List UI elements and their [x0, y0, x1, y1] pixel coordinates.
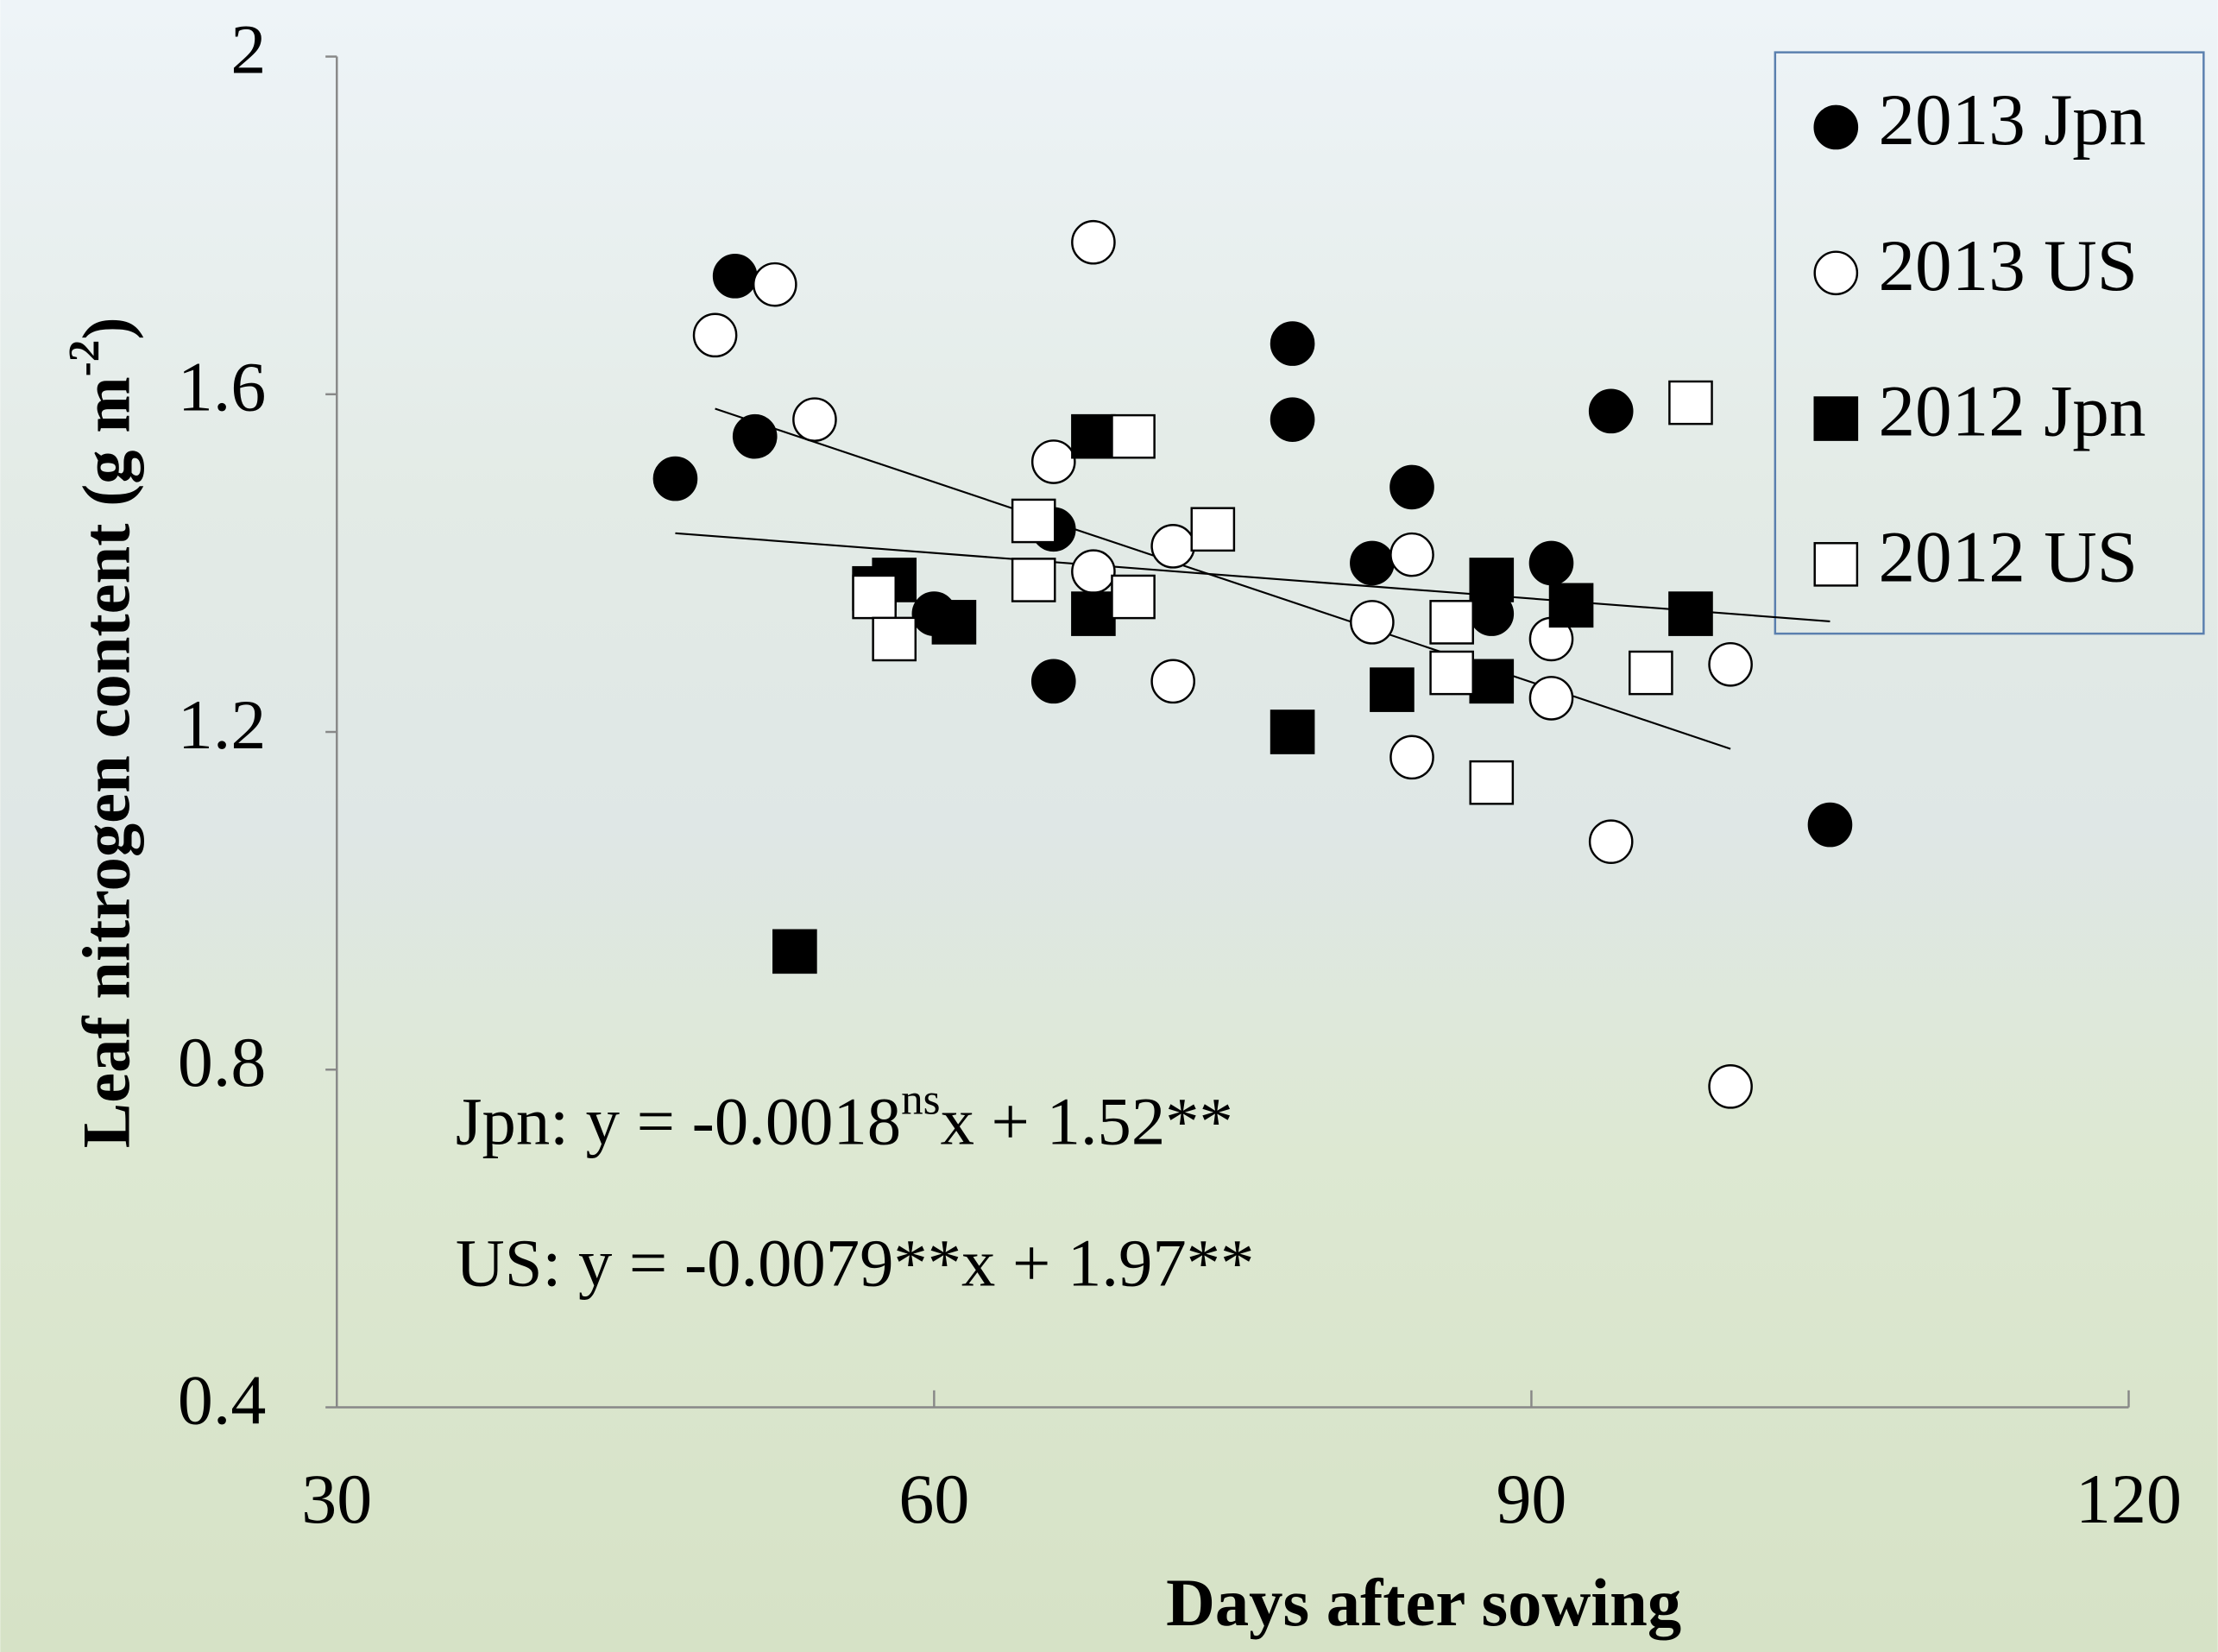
data-point: [1271, 399, 1314, 441]
data-point: [1471, 761, 1513, 804]
y-axis-title-part: -2: [60, 340, 110, 377]
legend-marker: [1815, 252, 1857, 294]
data-point: [1390, 736, 1433, 779]
legend-label: 2013 Jpn: [1878, 79, 2146, 161]
data-point: [1710, 643, 1752, 685]
data-point: [1550, 584, 1592, 627]
data-point: [1351, 542, 1393, 584]
x-tick-label: 120: [2076, 1460, 2182, 1538]
data-point: [1471, 660, 1513, 703]
legend-marker: [1815, 543, 1857, 585]
data-point: [1112, 576, 1154, 618]
equation: Jpn: y = -0.0018nsx + 1.52**: [456, 1075, 1233, 1160]
data-point: [1390, 466, 1433, 508]
y-axis-title-part: Leaf nitrogen content (g m: [69, 376, 144, 1148]
data-point: [734, 415, 776, 457]
y-tick-label: 2: [230, 9, 266, 88]
data-point: [1629, 652, 1672, 694]
data-point: [1032, 660, 1074, 703]
legend-marker: [1815, 397, 1857, 439]
data-point: [1390, 533, 1433, 576]
data-point: [1032, 440, 1074, 482]
y-tick-label: 0.8: [178, 1023, 266, 1101]
data-point: [1072, 593, 1114, 635]
data-point: [1112, 415, 1154, 457]
data-point: [714, 255, 756, 297]
legend-marker: [1815, 106, 1857, 148]
x-tick-label: 90: [1496, 1460, 1566, 1538]
data-point: [1530, 677, 1572, 719]
data-point: [753, 263, 796, 306]
data-point: [1072, 551, 1114, 593]
y-tick-label: 1.2: [178, 685, 266, 764]
equation-part: x + 1.52**: [941, 1085, 1233, 1160]
legend-label: 2012 Jpn: [1878, 371, 2146, 452]
data-point: [1590, 390, 1632, 432]
data-point: [654, 457, 696, 500]
y-tick-label: 1.6: [178, 348, 266, 426]
data-point: [1710, 1065, 1752, 1107]
data-point: [1669, 381, 1711, 424]
data-point: [1431, 601, 1473, 643]
data-point: [1152, 660, 1194, 703]
data-point: [1669, 593, 1711, 635]
y-tick-label: 0.4: [178, 1360, 266, 1439]
data-point: [1590, 821, 1632, 863]
data-point: [1271, 323, 1314, 365]
data-point: [1072, 415, 1114, 457]
data-point: [1012, 558, 1055, 601]
data-point: [1152, 525, 1194, 567]
equation: US: y = -0.0079**x + 1.97**: [456, 1226, 1254, 1302]
data-point: [773, 930, 816, 973]
data-point: [1530, 542, 1572, 584]
data-point: [1370, 669, 1413, 711]
data-point: [1809, 804, 1851, 846]
legend-label: 2013 US: [1878, 225, 2138, 306]
data-point: [1351, 601, 1393, 643]
equation-part: Jpn: y = -0.0018: [456, 1085, 901, 1160]
data-point: [854, 576, 896, 618]
equation-part: ns: [901, 1075, 940, 1125]
data-point: [873, 618, 916, 660]
legend-label: 2012 US: [1878, 516, 2138, 597]
x-axis-title: Days after sowing: [1166, 1566, 1681, 1641]
data-point: [793, 399, 835, 441]
y-axis-title: Leaf nitrogen content (g m-2): [60, 317, 145, 1148]
data-point: [694, 314, 736, 356]
x-tick-label: 60: [898, 1460, 969, 1538]
x-tick-label: 30: [301, 1460, 372, 1538]
data-point: [1012, 500, 1055, 542]
data-point: [1471, 558, 1513, 601]
chart: 0.4 0.8 1.2 1.6 2 30 60 90 120 Days after sowing L…: [0, 0, 2218, 1652]
data-point: [1192, 508, 1234, 551]
data-point: [1072, 221, 1114, 263]
data-point: [1431, 652, 1473, 694]
y-axis-title-part: ): [69, 317, 144, 339]
data-point: [933, 601, 975, 643]
data-point: [1271, 710, 1314, 753]
equation-part: US: y = -0.0079**x + 1.97**: [456, 1226, 1254, 1302]
